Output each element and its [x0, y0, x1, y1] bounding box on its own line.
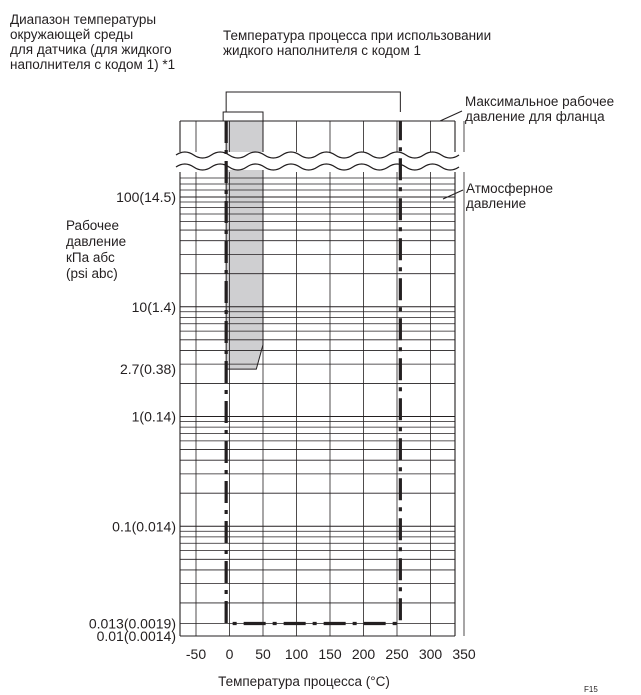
annotation-line: Максимальное рабочее	[465, 94, 614, 109]
annotation-line: Атмосферное	[466, 181, 553, 196]
y-axis-label: Рабочее давление кПа абс (psi abc)	[66, 218, 130, 281]
annotation-line: для датчика (для жидкого	[10, 42, 172, 57]
annotation-line: давление для фланца	[465, 109, 605, 124]
max-flange-pressure-annotation: Максимальное рабочее давление для фланца	[465, 94, 618, 124]
annotation-line: жидкого наполнителя с кодом 1	[223, 43, 421, 58]
x-tick-label: 0	[226, 646, 234, 662]
process-temperature-series-line	[224, 121, 402, 626]
annotation-line: окружающей среды	[10, 27, 133, 42]
atmospheric-pressure-annotation: Атмосферное давление	[466, 181, 557, 211]
break-wave-upper	[175, 151, 460, 159]
x-tick-label: 250	[385, 646, 409, 662]
x-tick-labels: -50 0 50 100 150 200 250 300 350	[186, 646, 476, 662]
x-tick-label: 150	[318, 646, 342, 662]
process-temperature-annotation: Температура процесса при использовании ж…	[223, 28, 495, 58]
annotation-line: давление	[466, 196, 526, 211]
ambient-range-bracket	[222, 111, 264, 121]
x-tick-label: 300	[419, 646, 443, 662]
x-tick-label: 100	[285, 646, 309, 662]
upper-break-section	[179, 120, 465, 152]
annotation-line: наполнителя с кодом 1) *1	[10, 57, 175, 72]
axis-break-waves	[174, 151, 463, 171]
y-axis-label-line: (psi abc)	[66, 266, 118, 281]
y-axis-label-line: Рабочее	[66, 218, 119, 233]
max-flange-pressure-leader	[439, 110, 463, 122]
grid	[179, 172, 465, 637]
y-tick-label: 100(14.5)	[116, 189, 176, 205]
x-tick-label: 50	[255, 646, 271, 662]
break-wave-lower	[175, 163, 460, 171]
figure-code: F15	[584, 685, 598, 694]
annotation-line: Диапазон температуры	[10, 12, 156, 27]
x-tick-label: -50	[186, 646, 206, 662]
annotation-line: Температура процесса при использовании	[223, 28, 491, 43]
y-tick-labels: 100(14.5) 10(1.4) 2.7(0.38) 1(0.14) 0.1(0.01…	[89, 189, 176, 644]
y-tick-label: 0.01(0.0014)	[97, 628, 176, 644]
y-tick-label: 1(0.14)	[132, 409, 176, 425]
y-tick-label: 0.1(0.014)	[112, 518, 176, 534]
ambient-range-annotation: Диапазон температуры окружающей среды дл…	[10, 12, 175, 72]
x-tick-label: 200	[352, 646, 376, 662]
y-axis-label-line: кПа абс	[66, 250, 115, 265]
y-tick-label: 2.7(0.38)	[120, 361, 176, 377]
x-tick-label: 350	[452, 646, 476, 662]
y-axis-label-line: давление	[66, 234, 126, 249]
atmospheric-pressure-leader	[442, 189, 464, 200]
process-range-bracket	[225, 91, 401, 112]
y-tick-label: 0.013(0.0019)	[89, 615, 176, 631]
x-axis-label: Температура процесса (°C)	[218, 674, 390, 689]
annotation-bracket	[222, 91, 401, 121]
y-tick-label: 10(1.4)	[132, 299, 176, 315]
